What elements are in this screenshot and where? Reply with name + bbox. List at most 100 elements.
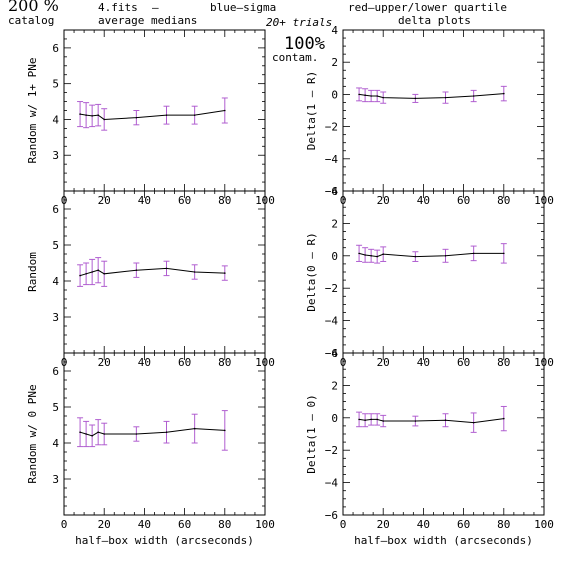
data-point xyxy=(414,255,417,258)
x-tick-label: 40 xyxy=(138,356,151,369)
y-tick-label: 3 xyxy=(52,473,59,486)
y-tick-label: 3 xyxy=(52,149,59,162)
data-point xyxy=(103,433,105,435)
y-axis-label: Delta(0 – R) xyxy=(305,232,318,311)
x-tick-label: 80 xyxy=(218,194,231,207)
data-point xyxy=(224,272,226,274)
y-tick-label: −6 xyxy=(325,185,338,198)
plot-frame xyxy=(63,190,266,354)
y-tick-label: −2 xyxy=(325,282,338,295)
x-tick-label: 80 xyxy=(497,518,510,531)
x-tick-label: 20 xyxy=(98,194,111,207)
median-line xyxy=(359,93,504,99)
y-tick-label: −2 xyxy=(325,444,338,457)
percent-label: 200 % xyxy=(8,0,59,15)
data-point xyxy=(358,418,360,421)
x-tick-label: 60 xyxy=(178,194,191,207)
panel-left-bottom: 0 20 40 60 80 100 3 4 5 6 Random w/ 0 PNe half–box … xyxy=(26,352,275,547)
y-axis-label: Random xyxy=(26,252,39,292)
plot-frame xyxy=(63,352,266,516)
y-tick-label: 4 xyxy=(52,437,59,450)
data-point xyxy=(135,433,138,435)
x-tick-label: 60 xyxy=(178,518,191,531)
x-tick-label: 100 xyxy=(534,518,554,531)
x-tick-label: 40 xyxy=(417,356,430,369)
y-tick-label: 4 xyxy=(52,113,59,126)
data-point xyxy=(85,114,87,116)
data-point xyxy=(382,253,385,255)
data-point xyxy=(503,252,505,255)
data-point xyxy=(370,255,372,257)
data-point xyxy=(382,96,385,99)
y-tick-label: 0 xyxy=(331,412,338,425)
x-tick-label: 80 xyxy=(497,194,510,207)
y-tick-label: 2 xyxy=(331,217,338,230)
y-tick-label: −4 xyxy=(325,153,339,166)
data-point xyxy=(97,431,99,434)
data-point xyxy=(103,273,105,275)
y-tick-label: 0 xyxy=(331,88,338,101)
data-point xyxy=(370,418,372,421)
data-point xyxy=(382,420,385,422)
y-tick-label: −2 xyxy=(325,121,338,134)
data-point xyxy=(224,109,226,112)
x-tick-label: 80 xyxy=(497,356,510,369)
x-tick-label: 80 xyxy=(218,518,231,531)
data-point xyxy=(472,421,475,424)
data-point xyxy=(376,255,378,258)
x-tick-label: 60 xyxy=(457,194,470,207)
data-point xyxy=(135,116,138,119)
plot-frame xyxy=(342,29,545,192)
y-tick-label: −4 xyxy=(325,315,339,328)
median-line xyxy=(79,428,225,437)
x-tick-label: 40 xyxy=(138,194,151,207)
x-tick-label: 20 xyxy=(98,518,111,531)
delta-plots-label: delta plots xyxy=(398,14,471,27)
data-point xyxy=(103,118,105,121)
data-point xyxy=(193,114,196,116)
contam-label: contam. xyxy=(272,51,318,64)
data-point xyxy=(503,417,505,420)
data-point xyxy=(364,419,366,422)
y-tick-label: 4 xyxy=(52,275,59,288)
median-line xyxy=(79,267,225,277)
y-axis-label: Delta(1 – 0) xyxy=(305,394,318,473)
y-axis-label: Random w/ 1+ PNe xyxy=(26,58,39,164)
x-tick-label: 20 xyxy=(377,356,390,369)
medians-label: average medians xyxy=(98,14,197,27)
data-point xyxy=(364,94,366,97)
data-point xyxy=(91,115,93,117)
dash-label: – xyxy=(152,1,159,14)
median-line xyxy=(358,252,504,258)
y-axis-label: Delta(1 – R) xyxy=(305,71,318,150)
median-line xyxy=(359,418,504,424)
data-point xyxy=(358,252,360,255)
y-tick-label: −6 xyxy=(325,509,338,522)
y-tick-label: 3 xyxy=(52,311,59,324)
plot-frame xyxy=(342,190,545,354)
x-tick-label: 60 xyxy=(457,518,470,531)
x-tick-label: 20 xyxy=(98,356,111,369)
data-point xyxy=(79,113,81,115)
legend-blue: blue–sigma xyxy=(210,1,276,14)
legend-red: red–upper/lower quartile xyxy=(348,1,507,14)
data-point xyxy=(135,269,138,272)
y-tick-label: 2 xyxy=(331,56,338,69)
x-tick-label: 60 xyxy=(178,356,191,369)
catalog-label: catalog xyxy=(8,14,54,27)
x-tick-label: 20 xyxy=(377,194,390,207)
data-point xyxy=(370,95,372,97)
x-tick-label: 20 xyxy=(377,518,390,531)
data-point xyxy=(224,429,226,432)
y-tick-label: 4 xyxy=(331,347,338,360)
data-point xyxy=(165,114,168,116)
x-tick-label: 40 xyxy=(417,518,430,531)
y-axis-label: Random w/ 0 PNe xyxy=(26,384,39,483)
panel-right-bottom: 0 20 40 60 80 100 −6 −4 −2 0 2 4 Delta(1 – 0) half–bo… xyxy=(305,347,554,547)
contam-percent: 100% xyxy=(284,34,325,54)
y-tick-label: 4 xyxy=(331,24,338,37)
